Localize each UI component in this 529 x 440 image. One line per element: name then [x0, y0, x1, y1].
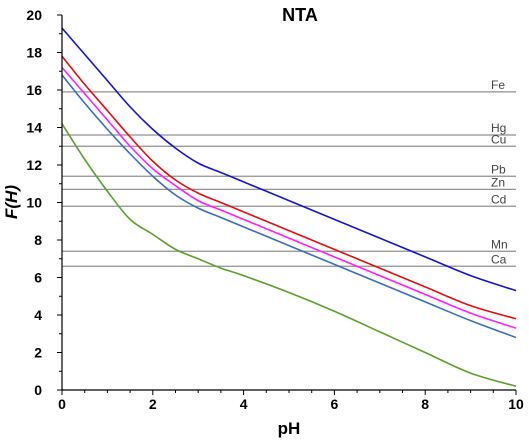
- series-line-2: [61, 55, 517, 320]
- y-tick-label: 18: [26, 45, 42, 61]
- reference-label-fe: Fe: [491, 78, 505, 92]
- series-line-5: [61, 123, 517, 388]
- reference-label-cu: Cu: [491, 132, 506, 146]
- y-tick-label: 16: [26, 82, 42, 98]
- reference-label-pb: Pb: [491, 162, 506, 176]
- series-lines: [61, 27, 517, 388]
- y-tick-label: 12: [26, 157, 42, 173]
- chart-title: NTA: [282, 5, 318, 25]
- y-axis-ticks: 0 2 4 6 8 10 12 14 16 18 20: [26, 7, 62, 398]
- x-tick-label: 0: [58, 396, 66, 412]
- series-line-4: [61, 74, 517, 339]
- series-line-1: [61, 27, 517, 292]
- x-tick-label: 10: [508, 396, 524, 412]
- reference-label-mn: Mn: [491, 237, 508, 251]
- y-tick-label: 6: [34, 270, 42, 286]
- x-tick-label: 4: [240, 396, 248, 412]
- x-tick-label: 8: [421, 396, 429, 412]
- reference-label-cd: Cd: [491, 192, 506, 206]
- y-tick-label: 0: [34, 382, 42, 398]
- y-tick-label: 4: [34, 307, 42, 323]
- reference-label-ca: Ca: [491, 252, 507, 266]
- x-axis-label: pH: [278, 419, 301, 438]
- y-tick-label: 10: [26, 195, 42, 211]
- reference-label-hg: Hg: [491, 121, 506, 135]
- y-tick-label: 20: [26, 7, 42, 23]
- reference-label-zn: Zn: [491, 175, 505, 189]
- x-axis-ticks: 0 2 4 6 8 10: [58, 390, 524, 412]
- y-axis-label: F(H): [2, 185, 21, 219]
- y-tick-label: 8: [34, 232, 42, 248]
- x-tick-label: 6: [331, 396, 339, 412]
- series-line-3: [61, 66, 517, 329]
- x-tick-label: 2: [149, 396, 157, 412]
- y-tick-label: 2: [34, 345, 42, 361]
- y-tick-label: 14: [26, 120, 42, 136]
